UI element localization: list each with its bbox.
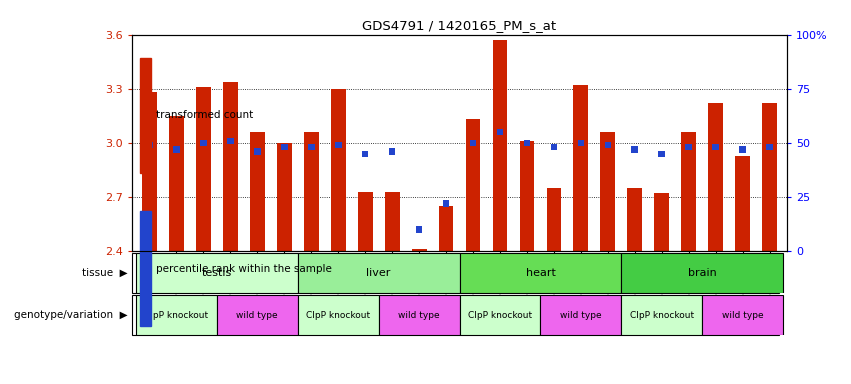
Bar	[659, 151, 665, 157]
Text: ClpP knockout: ClpP knockout	[468, 311, 532, 319]
Bar	[523, 140, 530, 146]
Bar	[654, 194, 669, 251]
Bar	[277, 143, 292, 251]
Bar	[520, 141, 534, 251]
Bar	[682, 132, 696, 251]
Bar	[196, 87, 211, 251]
Bar	[702, 295, 783, 335]
Bar	[217, 295, 298, 335]
Bar	[250, 132, 265, 251]
Bar	[416, 227, 422, 233]
Bar	[465, 119, 481, 251]
Bar	[443, 200, 449, 207]
Text: wild type: wild type	[722, 311, 763, 319]
Bar	[601, 132, 615, 251]
Text: wild type: wild type	[560, 311, 602, 319]
Bar	[412, 249, 426, 251]
Bar	[136, 253, 298, 293]
Text: transformed count: transformed count	[156, 110, 253, 120]
Bar	[574, 85, 588, 251]
Bar	[740, 146, 746, 152]
Bar	[298, 295, 379, 335]
Title: GDS4791 / 1420165_PM_s_at: GDS4791 / 1420165_PM_s_at	[363, 19, 557, 32]
Text: percentile rank within the sample: percentile rank within the sample	[156, 264, 332, 274]
Bar	[385, 192, 399, 251]
Bar	[627, 188, 643, 251]
Bar	[460, 253, 621, 293]
Bar	[142, 92, 157, 251]
Bar	[735, 156, 750, 251]
Bar	[200, 140, 207, 146]
Bar	[140, 58, 151, 173]
Bar	[578, 140, 585, 146]
Bar	[460, 295, 540, 335]
Bar	[766, 144, 773, 151]
Bar	[140, 211, 151, 326]
Bar	[173, 146, 180, 152]
Bar	[389, 148, 396, 155]
Bar	[762, 103, 777, 251]
Bar	[551, 144, 557, 151]
Bar	[304, 132, 318, 251]
Bar	[379, 295, 460, 335]
Text: genotype/variation  ▶: genotype/variation ▶	[14, 310, 128, 320]
Bar	[227, 137, 234, 144]
Bar	[298, 253, 460, 293]
Bar	[685, 144, 692, 151]
Bar	[334, 142, 341, 148]
Text: wild type: wild type	[398, 311, 440, 319]
Bar	[604, 142, 611, 148]
Bar	[146, 142, 153, 148]
Text: ClpP knockout: ClpP knockout	[306, 311, 370, 319]
Bar	[308, 144, 315, 151]
Text: heart: heart	[526, 268, 556, 278]
Bar	[540, 295, 621, 335]
Bar	[712, 144, 719, 151]
Text: testis: testis	[202, 268, 232, 278]
Text: ClpP knockout: ClpP knockout	[630, 311, 694, 319]
Text: wild type: wild type	[237, 311, 278, 319]
Bar	[621, 295, 702, 335]
Bar	[631, 146, 638, 152]
Text: ClpP knockout: ClpP knockout	[145, 311, 208, 319]
Bar	[362, 151, 368, 157]
Bar	[136, 295, 217, 335]
Bar	[493, 40, 507, 251]
Text: tissue  ▶: tissue ▶	[82, 268, 128, 278]
Bar	[281, 144, 288, 151]
Text: liver: liver	[367, 268, 391, 278]
Bar	[470, 140, 477, 146]
Bar	[357, 192, 373, 251]
Bar	[169, 116, 184, 251]
Bar	[438, 206, 454, 251]
Bar	[546, 188, 562, 251]
Bar	[497, 129, 503, 135]
Bar	[254, 148, 260, 155]
Bar	[621, 253, 783, 293]
Bar	[708, 103, 723, 251]
Bar	[331, 89, 346, 251]
Bar	[223, 81, 237, 251]
Text: brain: brain	[688, 268, 717, 278]
